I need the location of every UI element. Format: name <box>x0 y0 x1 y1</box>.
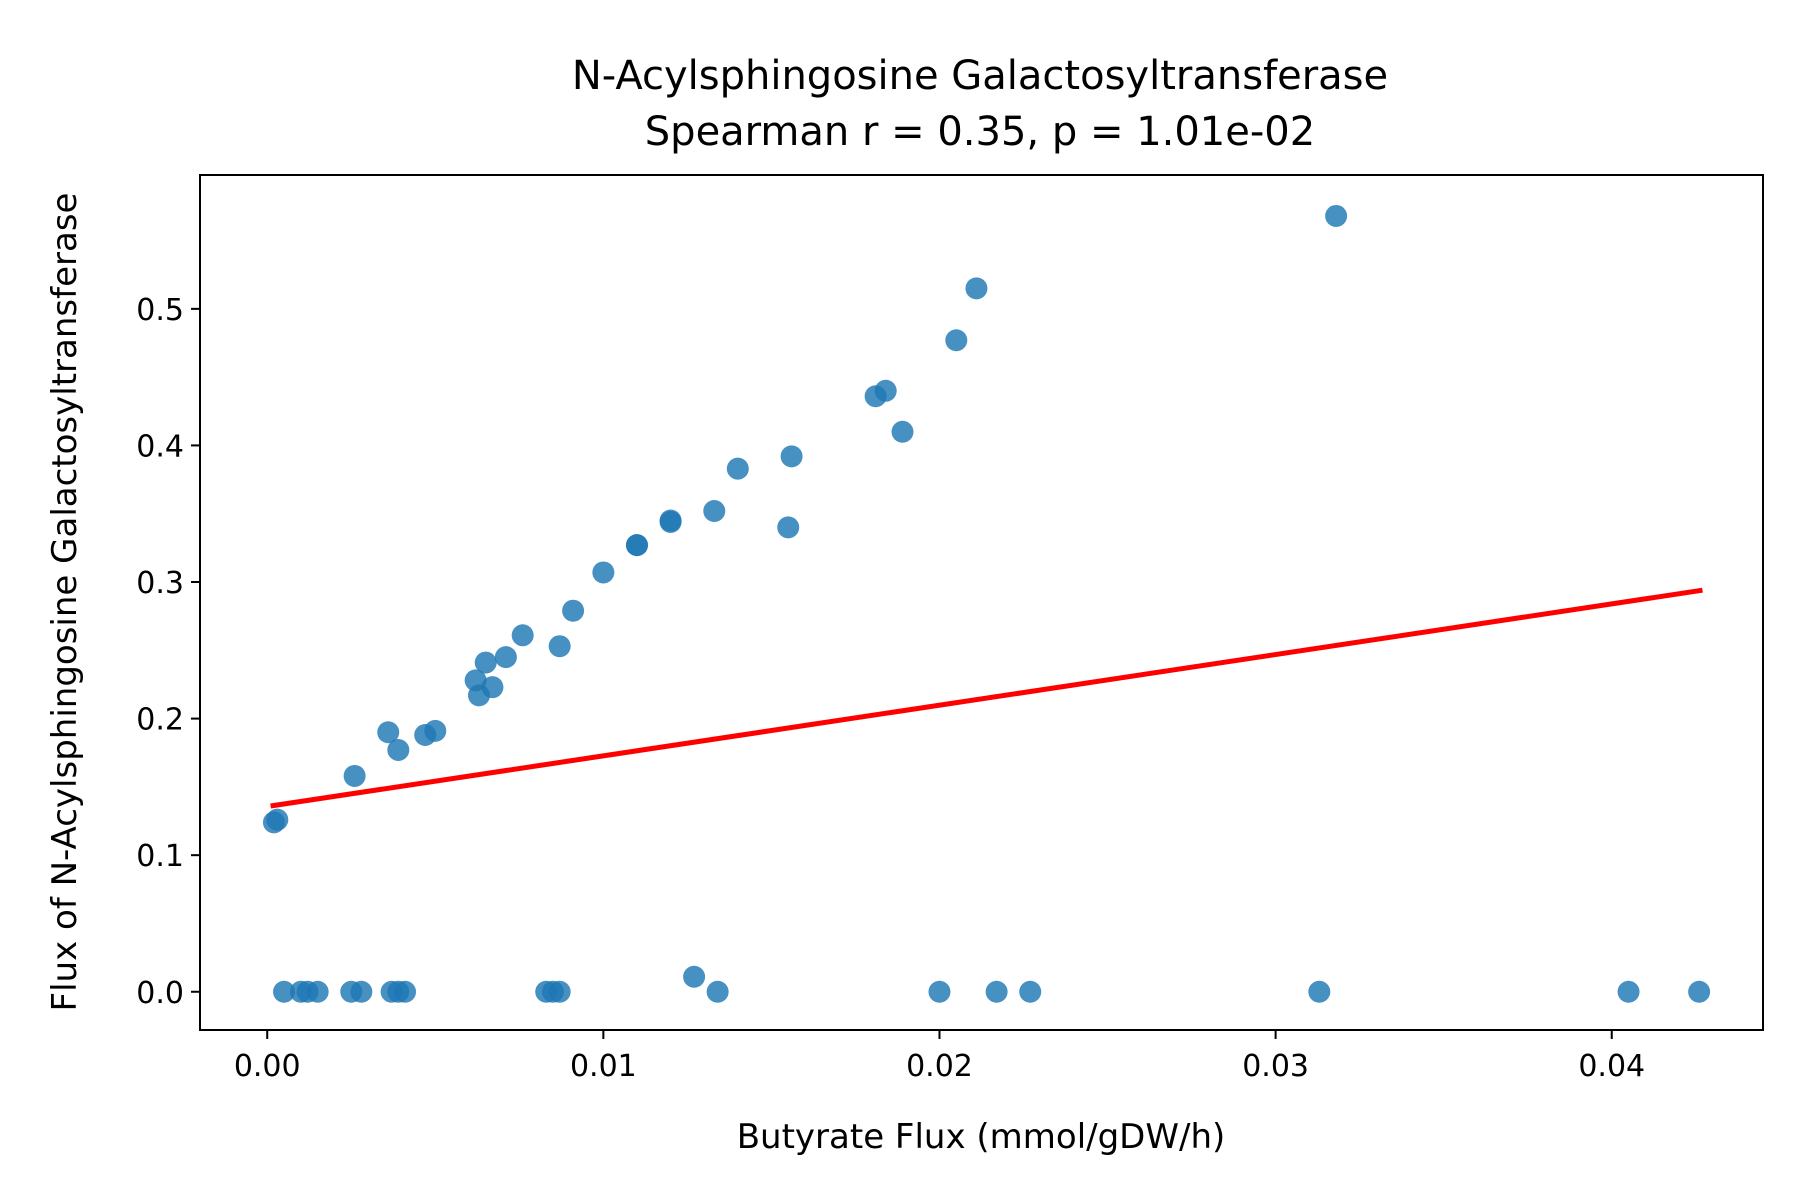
data-point <box>706 980 729 1003</box>
data-point <box>562 599 585 622</box>
data-point <box>780 445 803 468</box>
plot-area <box>262 204 1711 1003</box>
data-point <box>394 980 417 1003</box>
data-point <box>891 420 914 443</box>
data-point <box>945 329 968 352</box>
regression-line <box>270 587 1703 809</box>
y-tick-label: 0.4 <box>136 429 184 464</box>
data-point <box>1308 980 1331 1003</box>
data-point <box>659 509 682 532</box>
data-point <box>592 561 615 584</box>
data-point <box>474 651 497 674</box>
data-point <box>1617 980 1640 1003</box>
data-point <box>703 499 726 522</box>
y-tick-label: 0.2 <box>136 703 184 738</box>
y-tick-label: 0.5 <box>136 293 184 328</box>
data-point <box>350 980 373 1003</box>
x-tick-label: 0.00 <box>234 1049 301 1084</box>
data-point <box>494 646 517 669</box>
data-point <box>387 739 410 762</box>
chart-title: N-Acylsphingosine Galactosyltransferase <box>572 53 1388 99</box>
y-axis: 0.0 0.1 0.2 0.3 0.4 0.5 <box>136 293 200 1011</box>
data-point <box>306 980 329 1003</box>
y-axis-label: Flux of N-Acylsphingosine Galactosyltran… <box>45 193 85 1012</box>
data-point <box>928 980 951 1003</box>
data-point <box>273 980 296 1003</box>
data-point <box>1688 980 1711 1003</box>
data-point <box>377 721 400 744</box>
y-tick-label: 0.0 <box>136 976 184 1011</box>
data-point <box>965 277 988 300</box>
data-point <box>985 980 1008 1003</box>
x-tick-label: 0.02 <box>906 1049 973 1084</box>
data-point <box>625 534 648 557</box>
data-point <box>548 635 571 658</box>
data-point <box>266 808 289 831</box>
data-point <box>683 965 706 988</box>
data-point <box>481 676 504 699</box>
x-tick-label: 0.04 <box>1578 1049 1645 1084</box>
y-tick-label: 0.1 <box>136 839 184 874</box>
data-point <box>343 764 366 787</box>
x-tick-label: 0.01 <box>570 1049 637 1084</box>
data-point <box>726 457 749 480</box>
data-point <box>1019 980 1042 1003</box>
data-point <box>424 719 447 742</box>
x-axis: 0.00 0.01 0.02 0.03 0.04 <box>234 1030 1645 1084</box>
data-point <box>548 980 571 1003</box>
plot-frame <box>199 174 1764 1031</box>
data-point <box>777 516 800 539</box>
x-tick-label: 0.03 <box>1242 1049 1309 1084</box>
data-point <box>1325 204 1348 227</box>
data-point <box>874 379 897 402</box>
y-tick-label: 0.3 <box>136 566 184 601</box>
x-axis-label: Butyrate Flux (mmol/gDW/h) <box>737 1117 1226 1157</box>
data-point <box>511 624 534 647</box>
chart-subtitle: Spearman r = 0.35, p = 1.01e-02 <box>645 109 1315 155</box>
